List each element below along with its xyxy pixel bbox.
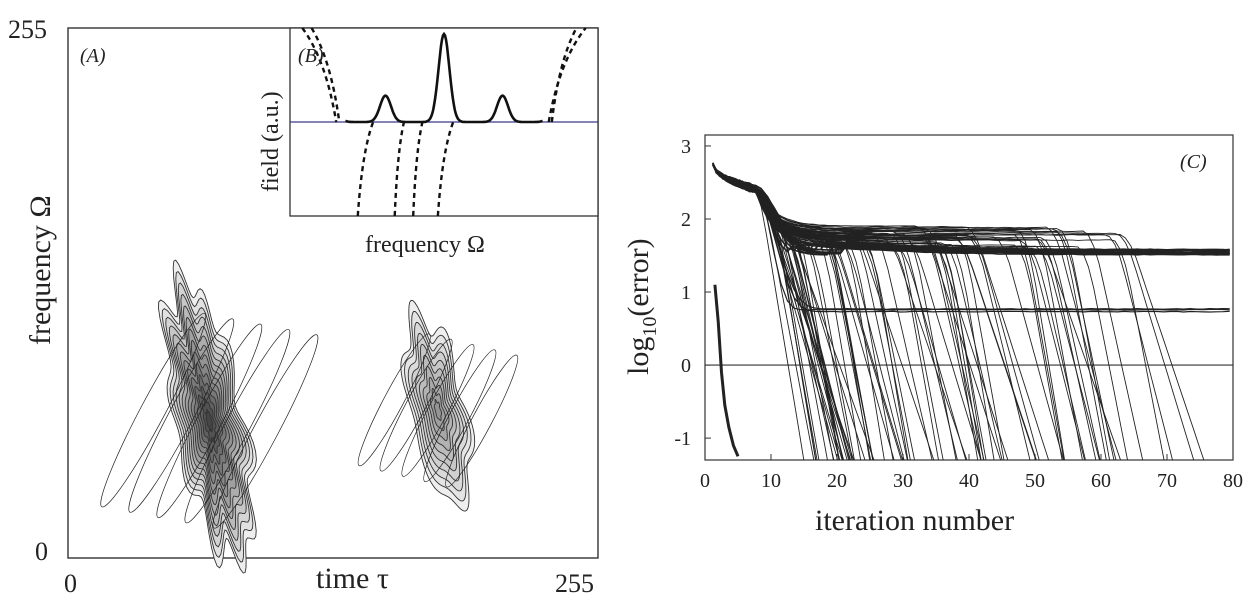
drop-run [712, 163, 982, 460]
y-tick-label: 2 [681, 209, 691, 231]
panel-b-curves [301, 27, 587, 217]
contour-level [205, 408, 214, 433]
drop-run [712, 164, 939, 460]
drop-run [712, 162, 1050, 460]
panel-c-y-label-post: (error) [622, 238, 655, 316]
panel-a-x-tick-left: 0 [64, 569, 77, 598]
x-tick-label: 20 [827, 470, 847, 492]
panel-c-frame [704, 134, 1234, 461]
y-tick-label: 3 [681, 136, 691, 158]
drop-run [712, 164, 855, 460]
contour-lobe [100, 313, 207, 508]
panel-a-y-label: frequency Ω [24, 195, 57, 345]
drop-run [712, 163, 985, 460]
contour-level [433, 398, 443, 421]
panel-a: (A) 255 0 0 255 time τ frequency Ω [8, 15, 599, 598]
drop-run [712, 164, 982, 460]
drop-run [712, 164, 982, 460]
contour-lobe [445, 354, 519, 488]
panel-c-y-label-sub: 10 [639, 317, 661, 337]
panel-c-y-label: log10(error) [622, 238, 661, 375]
panel-a-label: (A) [80, 45, 106, 67]
x-tick-label: 0 [700, 470, 710, 492]
drop-run [712, 163, 885, 460]
phase-curve [436, 121, 455, 217]
y-tick-label: 1 [681, 282, 691, 304]
drop-run [712, 164, 1144, 460]
panel-c-lines [712, 162, 1230, 460]
contour-lobe [184, 328, 291, 524]
phase-curve [393, 121, 406, 217]
contour-lobe [128, 318, 235, 513]
amplitude-curve [345, 31, 543, 124]
panel-a-y-tick-bottom: 0 [35, 537, 48, 566]
y-tick-label: 0 [681, 355, 691, 377]
panel-b-x-label: frequency Ω [365, 232, 485, 258]
x-tick-label: 10 [761, 470, 781, 492]
panel-a-x-label: time τ [316, 562, 389, 595]
panel-c-y-label-pre: log [622, 337, 655, 375]
fast-run [713, 284, 740, 457]
drop-run [712, 163, 935, 460]
panel-b-label: (B) [298, 45, 324, 67]
drop-run [712, 164, 1031, 460]
phase-curve [412, 121, 424, 217]
drop-run [712, 164, 957, 460]
contour-lobe [401, 344, 475, 477]
panel-a-y-tick-top: 255 [8, 15, 47, 44]
run-lines [712, 162, 1230, 460]
x-tick-label: 60 [1091, 470, 1111, 492]
panel-a-x-tick-right: 255 [555, 569, 594, 598]
drop-run [712, 164, 862, 460]
y-tick-label: -1 [674, 428, 691, 450]
panel-c: 0 10 20 30 40 50 60 70 80 -1 0 1 2 3 (C) iteration nu… [622, 134, 1243, 537]
x-tick-label: 50 [1025, 470, 1045, 492]
x-tick-label: 40 [959, 470, 979, 492]
contour-lobe [357, 333, 431, 467]
drop-run [712, 165, 805, 460]
drop-run [712, 163, 1117, 460]
contour-lobe [156, 323, 263, 518]
panel-b-y-label: field (a.u.) [258, 91, 284, 192]
drop-run [712, 164, 987, 460]
contour-lobe [423, 349, 497, 483]
drop-run [712, 164, 843, 460]
contour-lobe [379, 338, 453, 472]
phase-curve [356, 121, 375, 217]
panel-c-label: (C) [1180, 151, 1207, 173]
phase-curve [547, 27, 587, 123]
x-tick-label: 30 [893, 470, 913, 492]
drop-run [712, 162, 1037, 460]
panel-a-contours [100, 259, 519, 574]
drop-run [712, 163, 872, 460]
x-tick-label: 80 [1223, 470, 1243, 492]
drop-run [712, 163, 1101, 460]
contour-lobe [212, 334, 319, 529]
panel-c-x-label: iteration number [815, 504, 1014, 537]
x-tick-label: 70 [1157, 470, 1177, 492]
phase-curve [550, 27, 578, 123]
drop-run [712, 163, 894, 460]
panel-b: (B) field (a.u.) frequency Ω [258, 27, 599, 258]
panel-c-ticks: 0 10 20 30 40 50 60 70 80 -1 0 1 2 3 [674, 136, 1243, 492]
drop-run [712, 163, 1009, 460]
